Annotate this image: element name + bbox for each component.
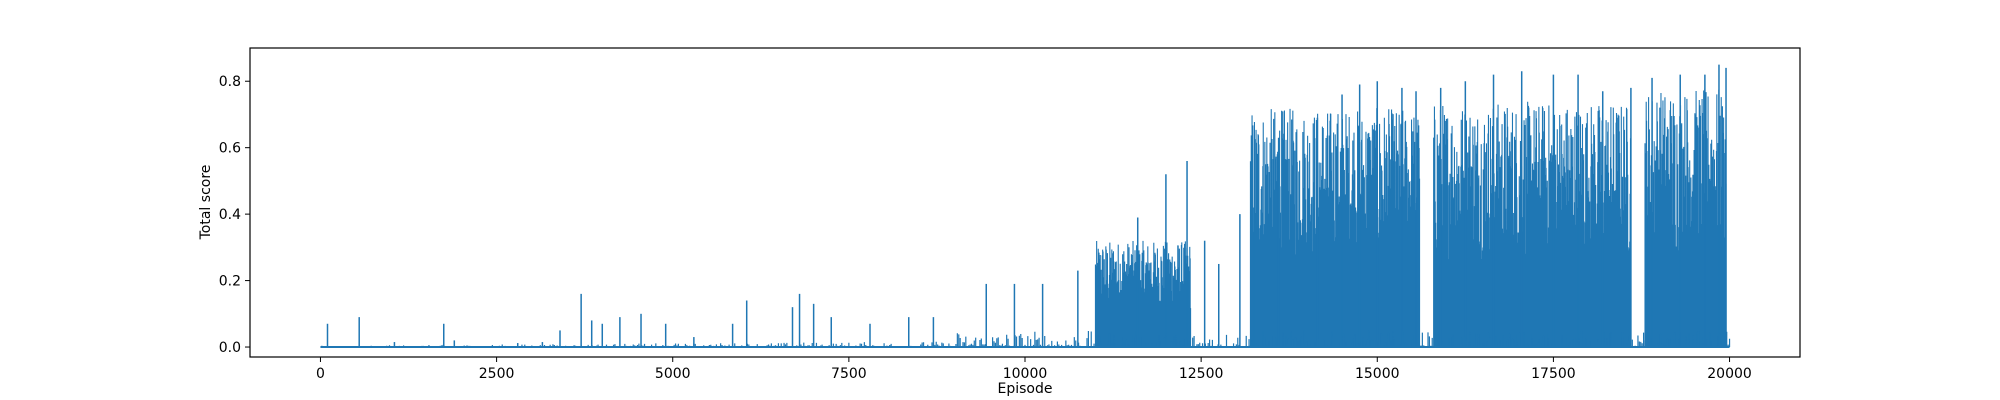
series-dense-region	[1249, 108, 1421, 348]
y-tick-label: 0.2	[219, 274, 241, 290]
x-tick-label: 2500	[479, 366, 515, 382]
series-layer	[320, 64, 1731, 349]
x-tick-label: 5000	[655, 366, 691, 382]
plot-area	[249, 47, 1801, 358]
x-tick-label: 7500	[831, 366, 867, 382]
x-tick-label: 20000	[1707, 366, 1752, 382]
x-axis-label: Episode	[998, 381, 1053, 397]
y-tick-label: 0.4	[219, 207, 241, 223]
x-tick-label: 12500	[1179, 366, 1224, 382]
y-axis-ticks: 0.0 0.2 0.4 0.6 0.8	[219, 74, 250, 356]
x-tick-label: 0	[316, 366, 325, 382]
y-axis-label: Total score	[198, 165, 214, 241]
y-tick-label: 0.6	[219, 141, 241, 157]
x-tick-label: 10000	[1003, 366, 1048, 382]
y-tick-label: 0.8	[219, 74, 241, 90]
x-tick-label: 15000	[1355, 366, 1400, 382]
x-tick-label: 17500	[1531, 366, 1576, 382]
x-axis-ticks: 0 2500 5000 7500 10000 12500 15000 17500 20000	[316, 357, 1752, 382]
y-tick-label: 0.0	[219, 340, 241, 356]
